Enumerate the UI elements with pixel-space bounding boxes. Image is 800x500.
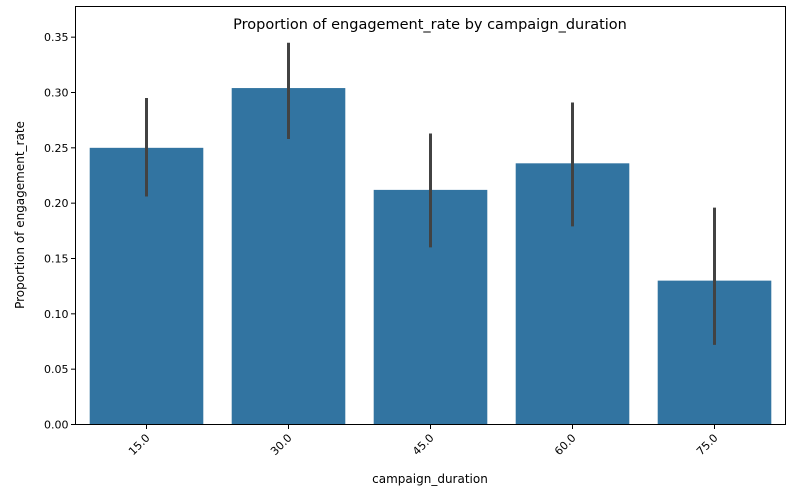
errorbars-layer bbox=[145, 42, 716, 345]
y-tick-label: 0.10 bbox=[44, 308, 69, 321]
x-axis-label: campaign_duration bbox=[372, 472, 488, 486]
x-tick-label: 60.0 bbox=[552, 431, 579, 458]
x-axis: 15.0 30.0 45.0 60.0 75.0 bbox=[126, 424, 721, 458]
x-tick-label: 75.0 bbox=[694, 431, 721, 458]
y-axis-label: Proportion of engagement_rate bbox=[13, 121, 27, 309]
y-tick-label: 0.35 bbox=[44, 31, 69, 44]
y-tick-label: 0.00 bbox=[44, 419, 69, 432]
y-tick-label: 0.20 bbox=[44, 197, 69, 210]
bar-30.0 bbox=[231, 88, 346, 425]
chart-title: Proportion of engagement_rate by campaig… bbox=[233, 17, 627, 33]
plot-frame bbox=[75, 6, 786, 425]
y-tick-label: 0.05 bbox=[44, 363, 69, 376]
y-tick-label: 0.25 bbox=[44, 142, 69, 155]
x-tick-label: 15.0 bbox=[126, 431, 153, 458]
y-tick-label: 0.15 bbox=[44, 252, 69, 265]
y-tick-label: 0.30 bbox=[44, 86, 69, 99]
y-axis: 0.00 0.05 0.10 0.15 0.20 0.25 0.30 0.35 bbox=[44, 31, 76, 432]
x-tick-label: 45.0 bbox=[410, 431, 437, 458]
x-tick-label: 30.0 bbox=[268, 431, 295, 458]
